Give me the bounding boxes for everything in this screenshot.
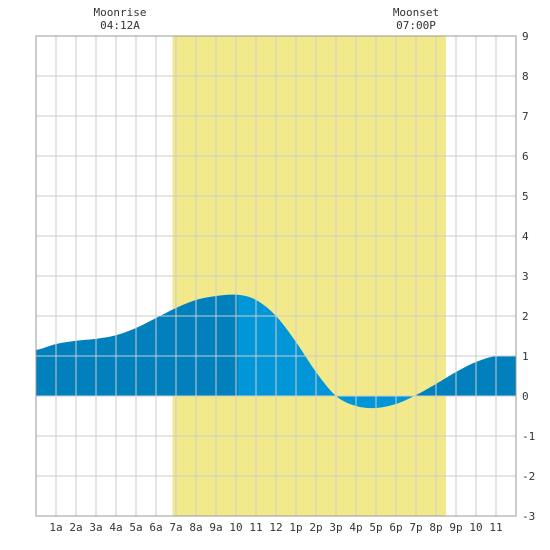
x-tick-label: 3p: [329, 521, 342, 534]
y-tick-label: 2: [522, 310, 529, 323]
y-tick-labels: -3 -2 -1 0 1 2 3 4 5 6 7 8 9: [522, 30, 535, 523]
y-tick-label: 7: [522, 110, 529, 123]
y-tick-label: 4: [522, 230, 529, 243]
y-tick-label: 1: [522, 350, 529, 363]
y-tick-label: -2: [522, 470, 535, 483]
x-tick-label: 12: [269, 521, 282, 534]
moonrise-label: Moonrise: [94, 6, 147, 19]
moonset-label: Moonset: [393, 6, 439, 19]
x-tick-label: 11: [489, 521, 502, 534]
x-tick-label: 9p: [449, 521, 462, 534]
y-tick-label: 5: [522, 190, 529, 203]
moonrise-time: 04:12A: [100, 19, 140, 32]
x-tick-label: 6a: [149, 521, 162, 534]
tide-area-group: [36, 294, 516, 409]
y-tick-label: 6: [522, 150, 529, 163]
y-tick-label: -1: [522, 430, 535, 443]
x-tick-label: 8p: [429, 521, 442, 534]
x-tick-label: 11: [249, 521, 262, 534]
grid: [35, 35, 517, 517]
y-tick-label: 0: [522, 390, 529, 403]
moonset-time: 07:00P: [396, 19, 436, 32]
x-tick-label: 4a: [109, 521, 122, 534]
x-tick-label: 4p: [349, 521, 362, 534]
y-tick-label: 3: [522, 270, 529, 283]
y-tick-label: 9: [522, 30, 529, 43]
plot-frame: [35, 35, 517, 517]
x-tick-label: 7p: [409, 521, 422, 534]
x-tick-label: 1a: [49, 521, 62, 534]
x-tick-label: 5p: [369, 521, 382, 534]
tide-segment: [414, 355, 516, 396]
x-tick-label: 10: [469, 521, 482, 534]
x-tick-label: 1p: [289, 521, 302, 534]
x-tick-label: 5a: [129, 521, 142, 534]
x-tick-label: 3a: [89, 521, 102, 534]
x-tick-label: 7a: [169, 521, 182, 534]
x-tick-label: 8a: [189, 521, 202, 534]
y-tick-label: -3: [522, 510, 535, 523]
x-tick-label: 9a: [209, 521, 222, 534]
x-tick-label: 2p: [309, 521, 322, 534]
x-tick-label: 10: [229, 521, 242, 534]
tide-segment: [36, 294, 238, 396]
x-tick-label: 2a: [69, 521, 82, 534]
tide-segment: [238, 294, 414, 409]
x-tick-label: 6p: [389, 521, 402, 534]
y-tick-label: 8: [522, 70, 529, 83]
x-tick-labels: 1a 2a 3a 4a 5a 6a 7a 8a 9a 10 11 12 1p 2p 3p 4p 5p 6p 7p 8p…: [49, 521, 502, 534]
